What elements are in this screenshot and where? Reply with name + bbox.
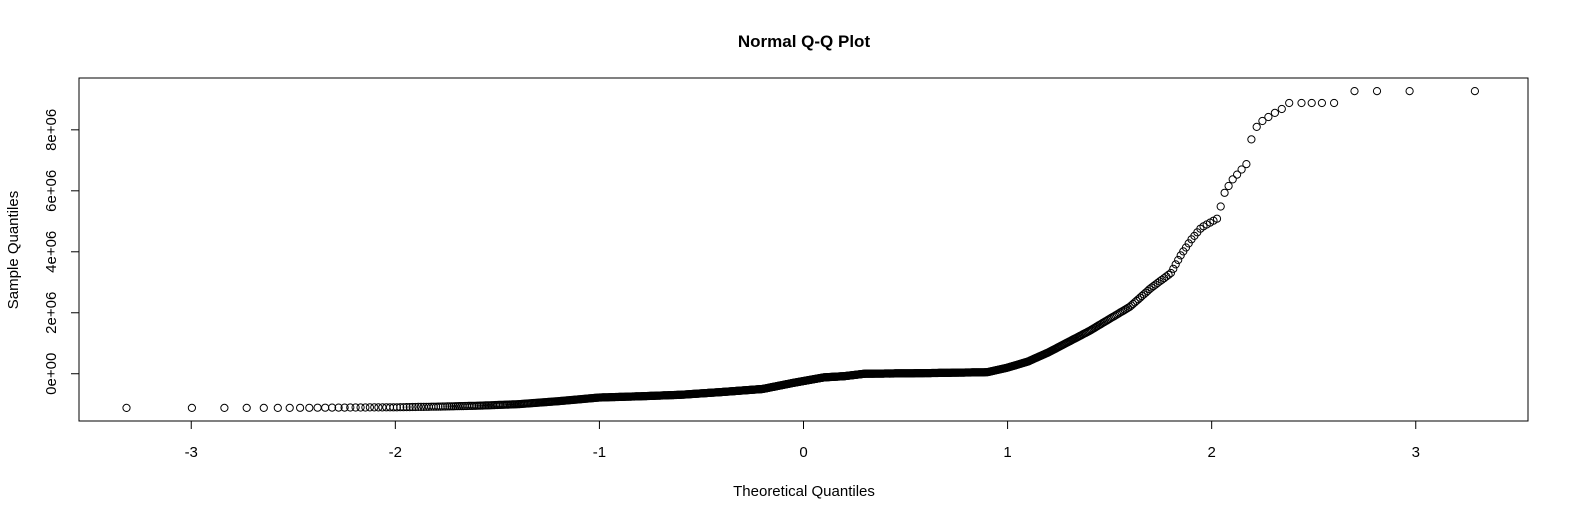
data-point xyxy=(187,403,196,412)
data-point xyxy=(414,402,423,411)
data-point xyxy=(1317,98,1327,108)
data-point xyxy=(1220,188,1229,197)
data-point xyxy=(1228,175,1237,184)
data-point xyxy=(416,402,426,411)
data-point xyxy=(1297,98,1306,108)
data-point xyxy=(1169,264,1178,273)
data-point xyxy=(1277,104,1286,114)
data-point xyxy=(242,403,251,412)
data-point xyxy=(313,403,322,412)
data-point xyxy=(1242,160,1251,169)
y-tick-label: 6e+06 xyxy=(43,170,60,212)
x-tick-label: -1 xyxy=(593,444,606,461)
data-point xyxy=(1184,239,1193,248)
data-point xyxy=(1174,255,1183,265)
data-point xyxy=(1176,251,1185,260)
data-point xyxy=(346,403,355,412)
x-tick-label: 0 xyxy=(799,444,807,461)
x-axis-label: Theoretical Quantiles xyxy=(733,483,875,500)
data-point xyxy=(443,402,452,411)
data-point xyxy=(1164,270,1173,279)
data-point xyxy=(1237,165,1246,174)
data-point xyxy=(1247,135,1256,144)
data-point xyxy=(1470,87,1480,96)
data-point xyxy=(438,402,447,411)
data-point xyxy=(1372,87,1382,96)
data-point xyxy=(436,402,445,411)
data-point xyxy=(305,403,314,412)
data-point xyxy=(1270,108,1280,118)
y-tick-label: 2e+06 xyxy=(43,292,60,334)
y-tick-label: 4e+06 xyxy=(43,231,60,273)
x-tick-label: 2 xyxy=(1207,444,1215,461)
data-point xyxy=(411,402,420,412)
data-point xyxy=(259,403,268,412)
data-points xyxy=(122,87,1480,412)
data-point xyxy=(351,403,360,412)
data-point xyxy=(1307,98,1316,108)
data-point xyxy=(451,402,460,411)
data-point xyxy=(1252,122,1261,132)
data-point xyxy=(396,403,405,412)
data-point xyxy=(296,403,305,412)
data-point xyxy=(370,403,379,412)
data-point xyxy=(334,403,343,412)
data-point xyxy=(1212,214,1222,223)
data-point xyxy=(374,403,383,412)
data-point xyxy=(356,403,365,412)
data-point xyxy=(1285,98,1294,108)
data-point xyxy=(1258,116,1267,126)
data-point xyxy=(1166,268,1176,278)
data-point xyxy=(1264,112,1273,122)
data-point xyxy=(1171,260,1180,269)
y-tick-label: 0e+00 xyxy=(43,353,60,395)
data-point xyxy=(1216,202,1225,211)
x-axis: -3 -2 -1 0 1 2 3 xyxy=(185,420,1420,461)
data-point xyxy=(1233,170,1242,179)
data-point xyxy=(273,403,282,412)
plot-frame xyxy=(78,77,1529,422)
x-tick-label: 3 xyxy=(1412,444,1420,461)
data-point xyxy=(361,403,370,412)
y-tick-label: 8e+06 xyxy=(43,109,60,151)
data-point xyxy=(402,403,411,412)
data-point xyxy=(122,403,131,412)
data-point xyxy=(220,403,229,412)
data-point xyxy=(1405,87,1414,96)
data-point xyxy=(321,403,330,412)
data-point xyxy=(447,402,456,411)
data-point xyxy=(328,403,337,412)
x-tick-label: 1 xyxy=(1003,444,1011,461)
data-point xyxy=(399,403,408,412)
y-axis-label: Sample Quantiles xyxy=(5,191,22,309)
data-point xyxy=(441,402,450,411)
data-point xyxy=(1224,181,1233,191)
data-point xyxy=(392,403,401,412)
data-point xyxy=(408,402,417,412)
data-point xyxy=(1181,243,1191,252)
data-point xyxy=(405,403,414,412)
chart-title: Normal Q-Q Plot xyxy=(738,32,871,51)
y-axis: 0e+00 2e+06 4e+06 6e+06 8e+06 xyxy=(43,109,80,395)
data-point xyxy=(365,403,374,412)
data-point xyxy=(340,403,349,412)
x-tick-label: -3 xyxy=(185,444,198,461)
data-point xyxy=(1330,98,1339,108)
x-tick-label: -2 xyxy=(389,444,402,461)
data-point xyxy=(285,403,294,412)
data-point xyxy=(1350,87,1359,96)
